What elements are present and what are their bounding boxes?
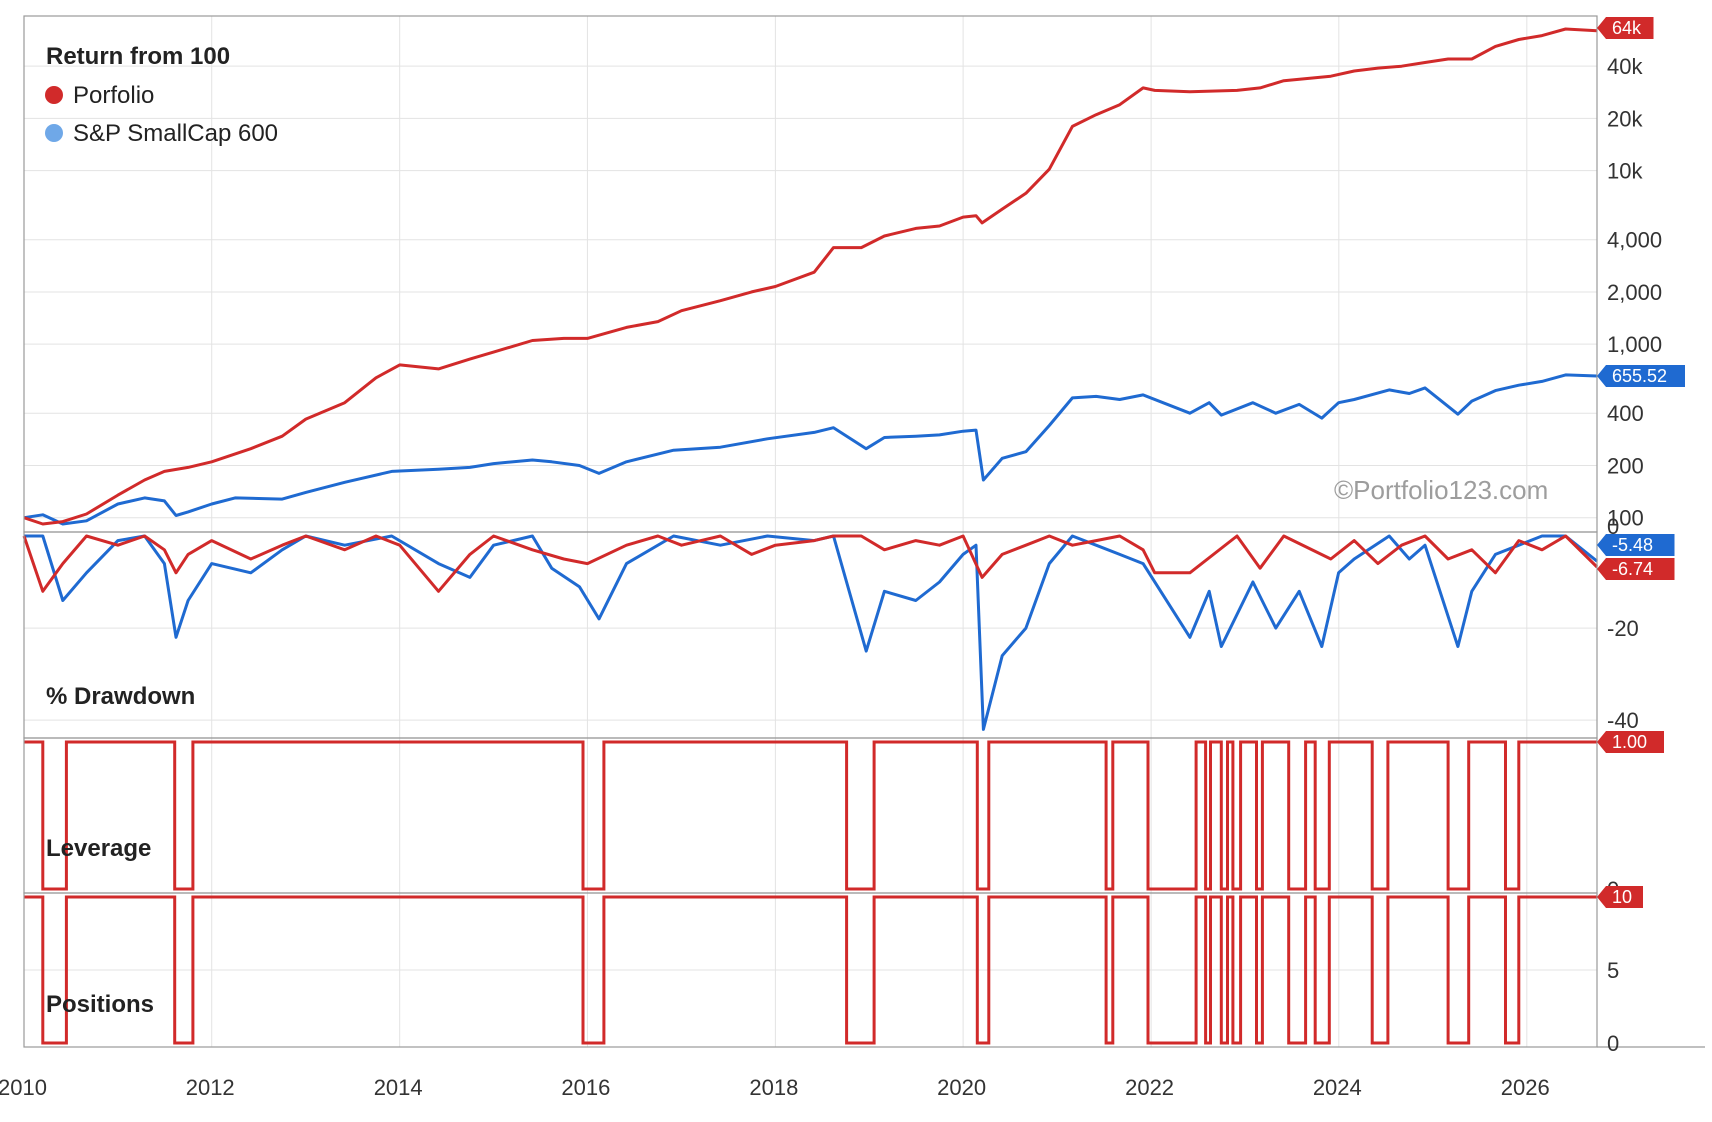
watermark: ©Portfolio123.com [1334,475,1548,505]
badge-portfolio-drawdown: -6.74 [1597,558,1675,580]
leverage-panel-frame [23,737,1598,894]
returns-y-tick-label: 100 [1607,506,1644,531]
badge-portfolio-return: 64k [1597,17,1654,39]
badge-positions: 10 [1597,886,1643,908]
returns-y-tick-label: 4,000 [1607,228,1662,253]
leverage-panel-title: Leverage [46,835,151,862]
legend: Return from 100 Porfolio S&P SmallCap 60… [45,43,278,147]
x-tick-label-2022: 2022 [1125,1075,1174,1100]
badge-smallcap-drawdown-text: -5.48 [1612,535,1653,555]
badge-leverage-text: 1.00 [1612,732,1647,752]
badge-leverage-shape [1597,731,1664,753]
badge-leverage: 1.00 [1597,731,1664,753]
badge-smallcap-return: 655.52 [1597,365,1685,388]
returns-y-tick-label: 0 [1607,514,1619,539]
x-tick-label-2016: 2016 [561,1075,610,1100]
x-tick-label-2010: 2010 [0,1075,47,1100]
positions-step-line [24,895,1597,1045]
badge-positions-shape [1597,886,1643,908]
returns-y-tick-label: 40k [1607,54,1643,79]
legend-label-smallcap[interactable]: S&P SmallCap 600 [73,120,278,147]
returns-line-portfolio [23,27,1598,526]
badge-smallcap-drawdown-shape [1597,534,1675,556]
drawdown-panel-frame [23,531,1598,739]
legend-label-portfolio[interactable]: Porfolio [73,82,154,109]
returns-y-tick-label: 10k [1607,159,1643,184]
series-layer [22,27,1599,1045]
badge-smallcap-return-text: 655.52 [1612,366,1667,386]
drawdown-line-portfolio [24,534,1598,731]
badge-portfolio-drawdown-text: -6.74 [1612,559,1653,579]
positions-y-tick-label: 0 [1607,1031,1619,1056]
returns-y-tick-label: 2,000 [1607,280,1662,305]
returns-line-portfolio [23,373,1598,526]
drawdown-line-portfolio [22,534,1599,593]
badge-smallcap-return-shape [1597,365,1685,388]
x-tick-label-2020: 2020 [937,1075,986,1100]
returns-y-tick-label: 1,000 [1607,332,1662,357]
returns-panel-title: Return from 100 [46,43,230,70]
returns-y-tick-label: 20k [1607,106,1643,131]
drawdown-y-tick-label: -20 [1607,616,1639,641]
drawdown-y-tick-label: -40 [1607,708,1639,733]
badge-portfolio-drawdown-shape [1597,558,1675,580]
badge-portfolio-return-text: 64k [1612,18,1642,38]
x-tick-label-2024: 2024 [1313,1075,1362,1100]
legend-marker-smallcap [45,124,63,142]
legend-marker-portfolio [45,86,63,104]
x-tick-label-2018: 2018 [749,1075,798,1100]
grid-lines [23,16,1597,1047]
positions-y-tick-label: 5 [1607,958,1619,983]
x-tick-label-2014: 2014 [374,1075,423,1100]
badge-positions-text: 10 [1612,887,1632,907]
drawdown-panel-title: % Drawdown [46,683,195,710]
positions-panel-frame [23,892,1598,1048]
badge-smallcap-drawdown: -5.48 [1597,534,1675,556]
x-tick-label-2026: 2026 [1501,1075,1550,1100]
axis-layer: 2010 2012 2014 2016 2018 2020 2022 2024 2026 64k 4… [0,15,1705,1100]
x-tick-label-2012: 2012 [186,1075,235,1100]
returns-y-tick-label: 200 [1607,453,1644,478]
leverage-step-line [24,740,1597,891]
badge-portfolio-return-shape [1597,17,1654,39]
returns-y-tick-label: 400 [1607,401,1644,426]
positions-panel-title: Positions [46,991,154,1018]
